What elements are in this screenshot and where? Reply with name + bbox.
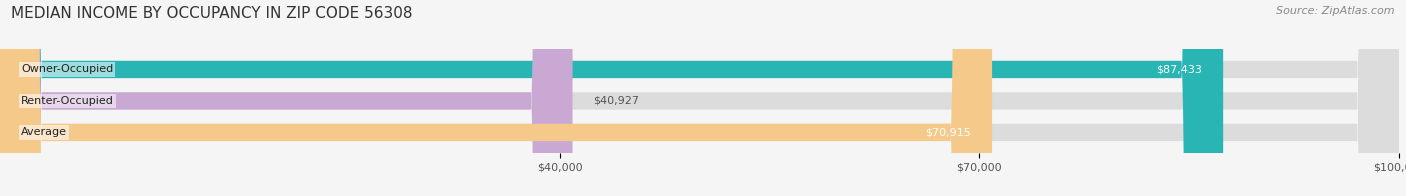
Text: Source: ZipAtlas.com: Source: ZipAtlas.com <box>1277 6 1395 16</box>
Text: $40,927: $40,927 <box>593 96 640 106</box>
Text: $70,915: $70,915 <box>925 127 972 137</box>
Text: Renter-Occupied: Renter-Occupied <box>21 96 114 106</box>
Text: MEDIAN INCOME BY OCCUPANCY IN ZIP CODE 56308: MEDIAN INCOME BY OCCUPANCY IN ZIP CODE 5… <box>11 6 413 21</box>
Text: Average: Average <box>21 127 67 137</box>
Text: Owner-Occupied: Owner-Occupied <box>21 64 114 74</box>
FancyBboxPatch shape <box>0 0 993 196</box>
Text: $87,433: $87,433 <box>1156 64 1202 74</box>
FancyBboxPatch shape <box>0 0 1223 196</box>
FancyBboxPatch shape <box>0 0 572 196</box>
